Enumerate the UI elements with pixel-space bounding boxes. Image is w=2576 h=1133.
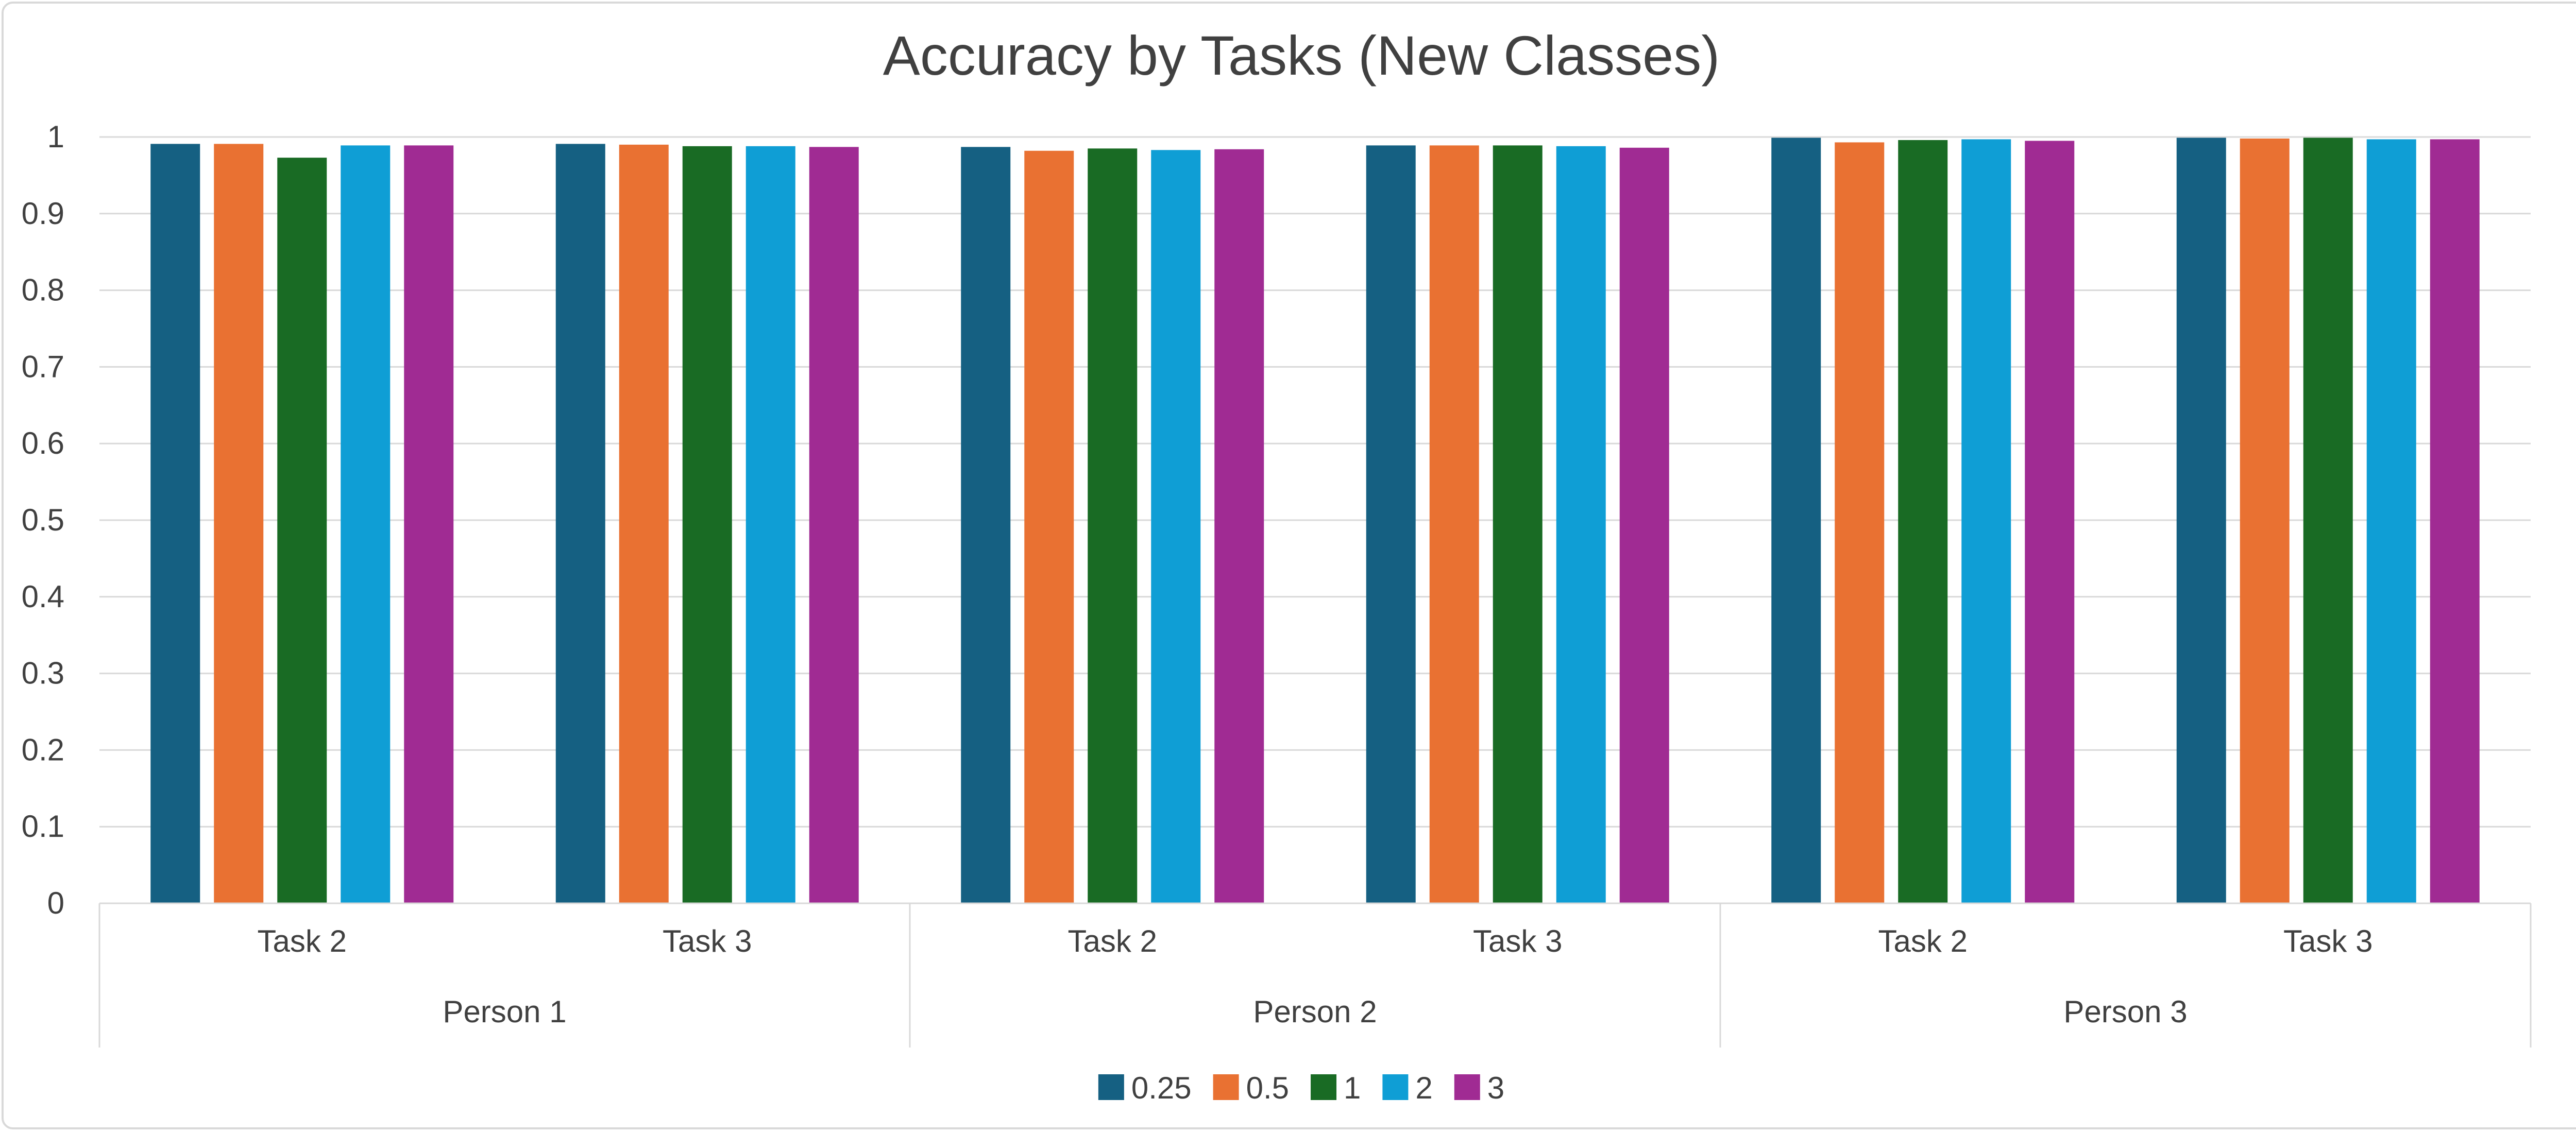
x-tick-label: Task 3 — [1473, 924, 1562, 958]
gridlines — [99, 136, 2531, 828]
y-tick-label: 0.9 — [22, 196, 64, 231]
x-tick-label: Task 2 — [1068, 924, 1157, 958]
bar-2-cat3 — [1151, 150, 1201, 903]
bar-0.25-cat6 — [2176, 138, 2226, 903]
x-tick-label: Task 3 — [2283, 924, 2372, 958]
y-axis-tick-labels: 0 0.1 0.2 0.3 0.4 0.5 0.6 0.7 0.8 0.9 1 — [22, 119, 64, 920]
x-axis: Task 2 Task 3 Person 1 Task 2 Task 3 Person 2… — [98, 902, 2532, 1048]
legend-item-0.5: 0.5 — [1213, 1071, 1289, 1105]
bar-1-cat4 — [1493, 145, 1543, 903]
legend-swatch — [1382, 1074, 1409, 1100]
bar-0.25-cat4 — [1366, 145, 1416, 903]
y-tick-label: 0.4 — [22, 579, 64, 614]
y-tick-label: 0.3 — [22, 656, 64, 691]
bar-0.25-cat1 — [150, 144, 200, 904]
bars — [150, 138, 2480, 904]
bar-0.25-cat2 — [555, 144, 605, 904]
legend-item-0.25: 0.25 — [1098, 1071, 1192, 1105]
bar-0.5-cat5 — [1835, 142, 1885, 903]
bar-0.5-cat3 — [1024, 150, 1074, 904]
bar-2-cat5 — [1961, 139, 2011, 903]
legend-item-1: 1 — [1311, 1071, 1361, 1105]
y-tick-label: 0.5 — [22, 503, 64, 537]
legend-swatch — [1098, 1074, 1124, 1100]
x-tick-label: Task 3 — [663, 924, 752, 958]
legend-swatch — [1454, 1074, 1480, 1100]
chart-title: Accuracy by Tasks (New Classes) — [883, 24, 1720, 87]
y-tick-label: 0.1 — [22, 809, 64, 844]
bar-2-cat4 — [1556, 146, 1606, 904]
legend-label: 1 — [1344, 1071, 1361, 1105]
bar-0.25-cat5 — [1771, 138, 1821, 903]
bar-0.5-cat4 — [1429, 145, 1479, 903]
bar-2-cat1 — [341, 145, 391, 903]
bar-3-cat2 — [809, 147, 859, 903]
legend-label: 0.5 — [1246, 1071, 1289, 1105]
y-tick-label: 0.2 — [22, 732, 64, 767]
bar-0.5-cat1 — [214, 144, 264, 904]
legend-item-2: 2 — [1382, 1071, 1433, 1105]
bar-2-cat2 — [745, 146, 795, 904]
bar-0.5-cat6 — [2240, 138, 2290, 903]
bar-3-cat1 — [404, 145, 454, 903]
bar-3-cat6 — [2430, 139, 2480, 903]
legend-item-3: 3 — [1454, 1071, 1504, 1105]
legend-swatch — [1213, 1074, 1239, 1100]
legend-label: 0.25 — [1131, 1071, 1192, 1105]
legend-label: 3 — [1487, 1071, 1504, 1105]
bar-1-cat5 — [1898, 140, 1948, 903]
bar-1-cat6 — [2303, 138, 2353, 903]
bar-3-cat3 — [1214, 149, 1264, 904]
legend: 0.25 0.5 1 2 3 — [1098, 1071, 1504, 1105]
bar-0.25-cat3 — [961, 147, 1011, 903]
x-tick-label: Task 2 — [258, 924, 347, 958]
bar-1-cat2 — [682, 146, 732, 904]
bar-3-cat5 — [2025, 141, 2075, 904]
bar-2-cat6 — [2366, 139, 2416, 903]
y-tick-label: 0.6 — [22, 426, 64, 460]
bar-3-cat4 — [1619, 147, 1669, 903]
x-group-label: Person 3 — [2063, 994, 2187, 1029]
x-group-label: Person 2 — [1253, 994, 1377, 1029]
bar-0.5-cat2 — [619, 144, 669, 903]
legend-label: 2 — [1415, 1071, 1432, 1105]
bar-1-cat1 — [277, 158, 327, 903]
y-tick-label: 1 — [47, 119, 64, 154]
legend-swatch — [1311, 1074, 1337, 1100]
x-tick-label: Task 2 — [1878, 924, 1968, 958]
bar-1-cat3 — [1088, 148, 1138, 903]
y-tick-label: 0.7 — [22, 349, 64, 384]
y-tick-label: 0.8 — [22, 273, 64, 307]
x-group-label: Person 1 — [443, 994, 566, 1029]
y-tick-label: 0 — [47, 886, 64, 920]
